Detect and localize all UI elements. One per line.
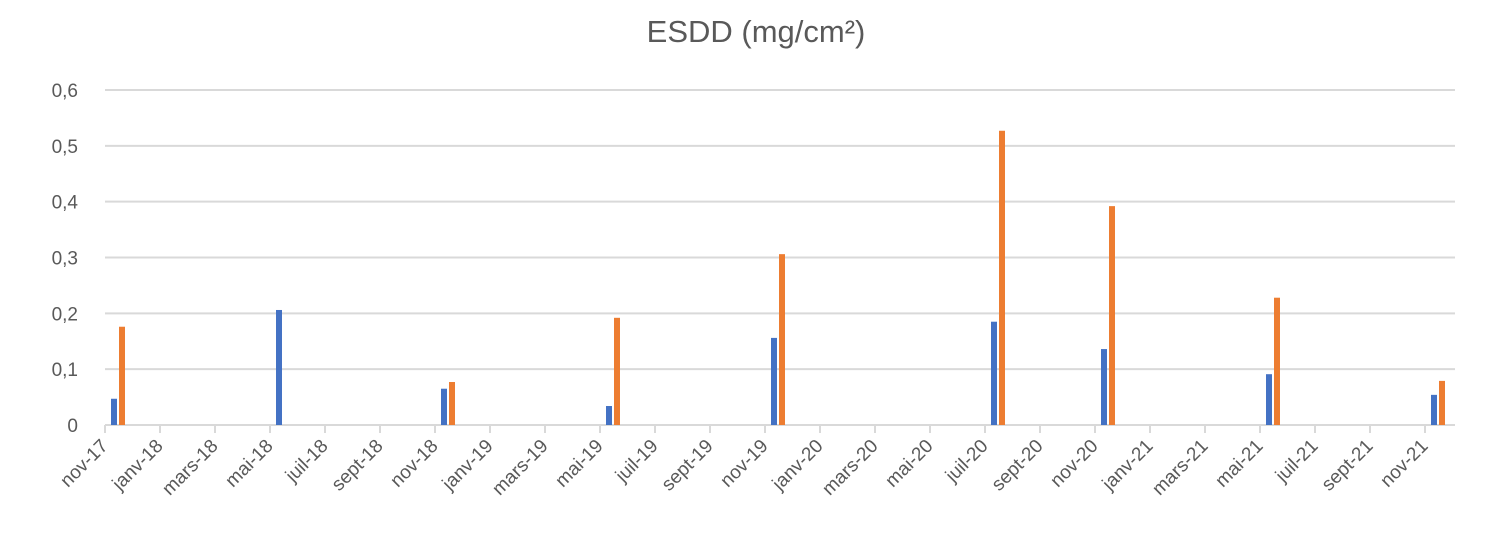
bar-2-mai-21 bbox=[1274, 297, 1280, 425]
x-tick-label: nov-18 bbox=[387, 436, 443, 492]
x-tick-label: juil-20 bbox=[941, 436, 992, 487]
bar-1-mai-18 bbox=[276, 309, 282, 425]
bar-1-nov-17 bbox=[111, 398, 117, 425]
x-tick-label: mars-20 bbox=[818, 436, 882, 500]
bar-1-mai-19 bbox=[606, 406, 612, 425]
bar-2-nov-17 bbox=[119, 326, 125, 425]
bar-1-nov-20 bbox=[1101, 349, 1107, 425]
bar-1-nov-21 bbox=[1431, 394, 1437, 425]
x-tick-label: nov-17 bbox=[57, 436, 113, 492]
bar-2-nov-21 bbox=[1439, 380, 1445, 425]
x-tick-label: nov-21 bbox=[1377, 436, 1433, 492]
bar-1-nov-19 bbox=[771, 337, 777, 425]
x-tick-label: mai-18 bbox=[222, 436, 278, 492]
y-tick-label: 0,3 bbox=[52, 249, 78, 270]
y-tick-label: 0,5 bbox=[52, 137, 78, 158]
bar-2-juil-20 bbox=[999, 130, 1005, 425]
bar-1-juil-20 bbox=[991, 321, 997, 425]
y-tick-label: 0,1 bbox=[52, 360, 78, 381]
bar-2-nov-20 bbox=[1109, 206, 1115, 425]
y-tick-label: 0,6 bbox=[52, 81, 78, 102]
x-tick-label: mars-18 bbox=[158, 436, 222, 500]
bar-1-nov-18 bbox=[441, 388, 447, 425]
y-tick-label: 0,4 bbox=[52, 193, 79, 214]
chart-title: ESDD (mg/cm²) bbox=[646, 14, 866, 49]
x-tick-label: mars-21 bbox=[1148, 436, 1212, 500]
bar-2-nov-19 bbox=[779, 254, 785, 425]
x-tick-label: sept-18 bbox=[328, 436, 388, 496]
bar-2-nov-18 bbox=[449, 382, 455, 425]
y-tick-label: 0,2 bbox=[52, 304, 78, 325]
x-tick-label: nov-19 bbox=[717, 436, 773, 492]
y-tick-label: 0 bbox=[67, 416, 78, 437]
x-tick-label: mai-21 bbox=[1212, 436, 1268, 492]
x-tick-label: sept-19 bbox=[658, 436, 718, 496]
x-tick-label: juil-18 bbox=[281, 436, 332, 487]
x-tick-label: mai-20 bbox=[882, 436, 938, 492]
x-tick-label: sept-21 bbox=[1318, 436, 1378, 496]
bar-2-mai-19 bbox=[614, 317, 620, 425]
x-tick-label: mars-19 bbox=[488, 436, 552, 500]
x-tick-label: mai-19 bbox=[552, 436, 608, 492]
bar-1-mai-21 bbox=[1266, 374, 1272, 425]
x-tick-label: juil-21 bbox=[1271, 436, 1322, 487]
x-tick-label: juil-19 bbox=[611, 436, 662, 487]
x-tick-label: sept-20 bbox=[988, 436, 1048, 496]
x-tick-label: nov-20 bbox=[1047, 436, 1103, 492]
